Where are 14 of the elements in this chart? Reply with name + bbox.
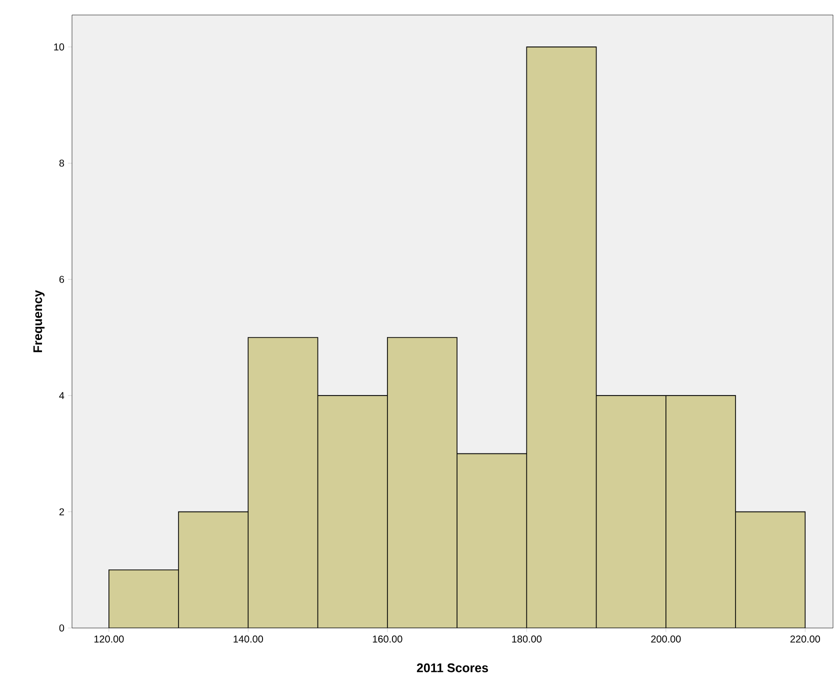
y-tick-label: 8 <box>59 160 64 167</box>
y-tick-label: 4 <box>59 392 64 400</box>
y-tick-label: 2 <box>59 508 64 516</box>
y-axis-title: Frequency <box>33 290 45 352</box>
y-tick-label: 10 <box>54 43 64 50</box>
x-tick-label: 200.00 <box>651 636 681 643</box>
y-tick-label: 0 <box>59 624 64 632</box>
y-tick-label: 6 <box>59 276 64 283</box>
x-tick-label: 180.00 <box>512 636 542 643</box>
x-tick-label: 140.00 <box>234 636 263 643</box>
x-axis-title: 2011 Scores <box>416 663 488 672</box>
x-tick-label: 160.00 <box>372 636 402 643</box>
x-tick-label: 220.00 <box>790 636 820 643</box>
x-tick-label: 120.00 <box>94 636 124 643</box>
